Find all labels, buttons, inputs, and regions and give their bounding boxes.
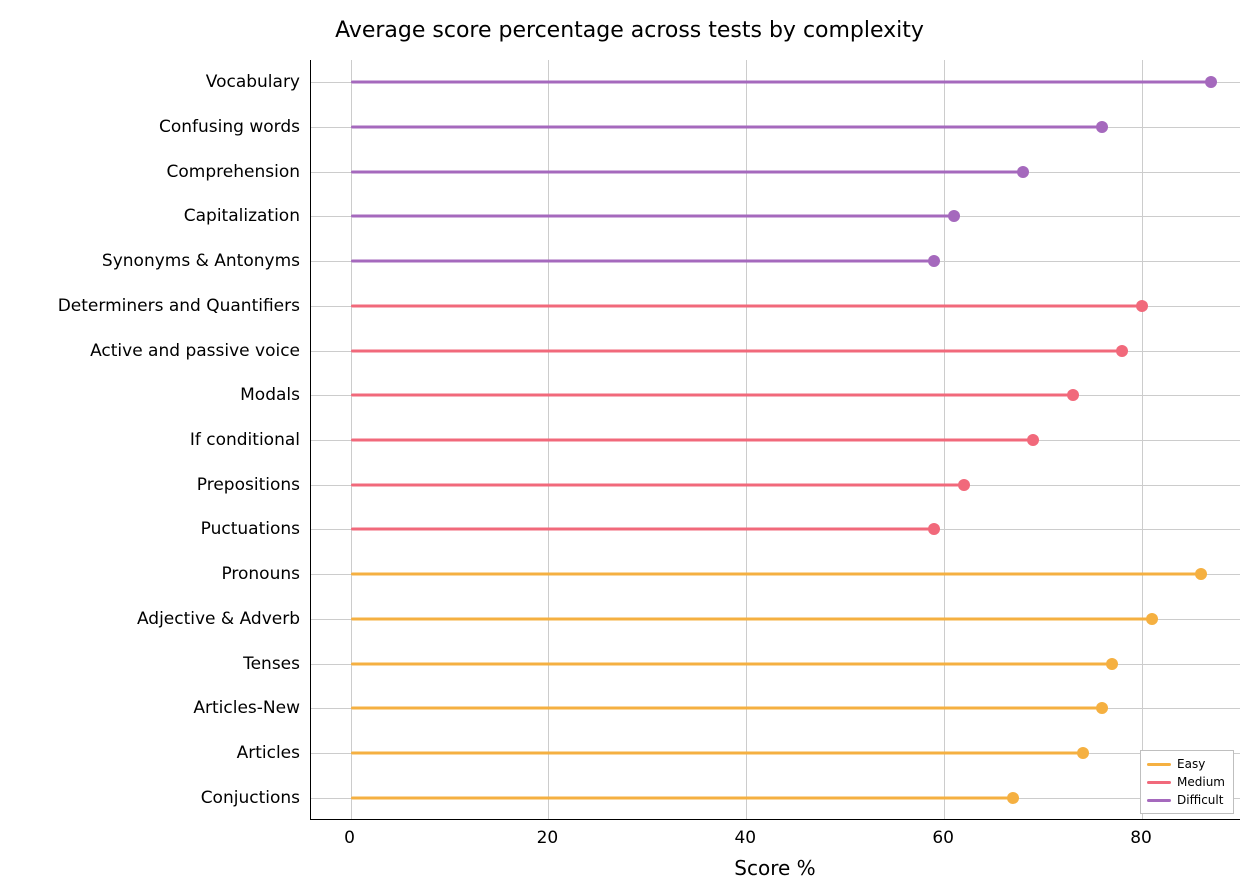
lollipop-dot [1096, 702, 1108, 714]
legend-label: Difficult [1177, 793, 1223, 807]
x-axis-label: Score % [310, 856, 1240, 880]
lollipop-line [351, 528, 935, 531]
x-tick-label: 80 [1130, 828, 1152, 848]
lollipop-dot [1205, 76, 1217, 88]
y-tick-label: Prepositions [197, 475, 300, 495]
x-tick-label: 0 [344, 828, 355, 848]
lollipop-dot [1067, 389, 1079, 401]
y-tick-label: Active and passive voice [90, 341, 300, 361]
legend: Easy Medium Difficult [1140, 750, 1234, 814]
chart-container: Average score percentage across tests by… [0, 0, 1259, 883]
x-tick-label: 20 [537, 828, 559, 848]
y-tick-label: Adjective & Adverb [137, 609, 300, 629]
x-tick-label: 60 [932, 828, 954, 848]
y-tick-label: Vocabulary [206, 72, 300, 92]
lollipop-line [351, 126, 1103, 129]
lollipop-dot [1077, 747, 1089, 759]
y-tick-label: If conditional [190, 430, 300, 450]
legend-item: Difficult [1147, 791, 1225, 809]
legend-label: Medium [1177, 775, 1225, 789]
lollipop-line [351, 617, 1152, 620]
lollipop-dot [928, 255, 940, 267]
lollipop-dot [1106, 658, 1118, 670]
lollipop-line [351, 796, 1014, 799]
legend-swatch [1147, 763, 1171, 766]
lollipop-dot [1096, 121, 1108, 133]
y-tick-label: Puctuations [201, 519, 300, 539]
lollipop-dot [948, 210, 960, 222]
y-tick-label: Articles-New [193, 698, 300, 718]
y-tick-label: Determiners and Quantifiers [58, 296, 300, 316]
y-tick-label: Capitalization [184, 206, 300, 226]
y-tick-label: Confusing words [159, 117, 300, 137]
legend-swatch [1147, 799, 1171, 802]
y-tick-label: Tenses [243, 654, 300, 674]
x-tick-label: 40 [734, 828, 756, 848]
lollipop-dot [1027, 434, 1039, 446]
lollipop-line [351, 349, 1123, 352]
y-tick-label: Pronouns [221, 564, 300, 584]
lollipop-dot [1195, 568, 1207, 580]
lollipop-dot [958, 479, 970, 491]
plot-area [310, 60, 1240, 820]
lollipop-line [351, 439, 1034, 442]
lollipop-line [351, 304, 1142, 307]
lollipop-dot [1017, 166, 1029, 178]
y-tick-label: Comprehension [167, 162, 300, 182]
lollipop-line [351, 573, 1202, 576]
lollipop-dot [1146, 613, 1158, 625]
lollipop-line [351, 215, 955, 218]
lollipop-line [351, 260, 935, 263]
lollipop-dot [1116, 345, 1128, 357]
lollipop-line [351, 170, 1024, 173]
legend-swatch [1147, 781, 1171, 784]
lollipop-dot [1007, 792, 1019, 804]
lollipop-line [351, 751, 1083, 754]
y-tick-label: Synonyms & Antonyms [102, 251, 300, 271]
y-tick-label: Modals [240, 385, 300, 405]
y-tick-label: Articles [237, 743, 300, 763]
lollipop-line [351, 662, 1113, 665]
legend-item: Easy [1147, 755, 1225, 773]
lollipop-dot [928, 523, 940, 535]
lollipop-line [351, 483, 964, 486]
lollipop-dot [1136, 300, 1148, 312]
y-tick-label: Conjuctions [201, 788, 300, 808]
chart-title: Average score percentage across tests by… [0, 18, 1259, 43]
lollipop-line [351, 81, 1212, 84]
legend-label: Easy [1177, 757, 1205, 771]
lollipop-line [351, 394, 1073, 397]
lollipop-line [351, 707, 1103, 710]
legend-item: Medium [1147, 773, 1225, 791]
